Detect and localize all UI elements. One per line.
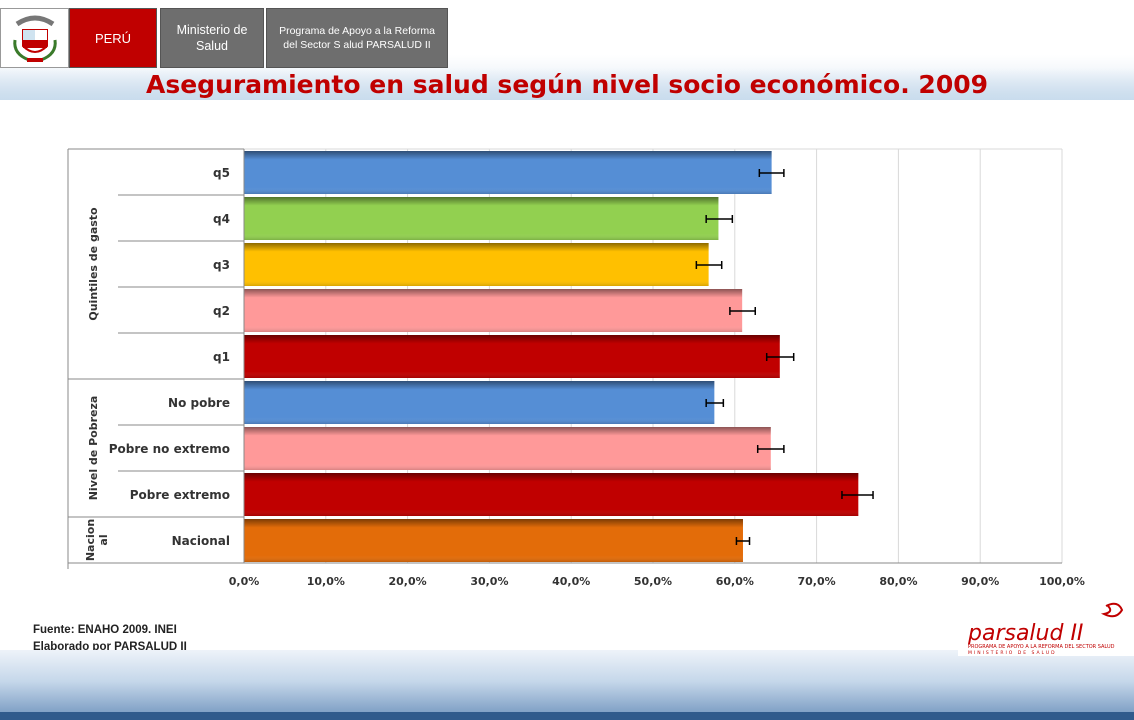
bar-shading (244, 243, 709, 286)
footer-background (0, 650, 1134, 720)
chart-error-bars (695, 169, 874, 545)
group-label: Quintiles de gasto (87, 207, 100, 321)
group-label: Nivel de Pobreza (87, 396, 100, 501)
page-title: Aseguramiento en salud según nivel socio… (145, 70, 989, 99)
footer-line (0, 712, 1134, 720)
group-label: Nacional (84, 519, 110, 561)
peru-label-box: PERÚ (69, 8, 157, 68)
parsalud-logo-text: parsalud II (967, 621, 1083, 646)
header-gradient (0, 68, 1134, 100)
bar-shading (244, 289, 743, 332)
ministry-label: Ministerio de Salud (176, 23, 248, 53)
chart-axes (67, 148, 1062, 569)
country-label: PERÚ (94, 30, 132, 46)
bar-shading (244, 473, 859, 516)
chart-labels: 0,0% 10,0% 20,0% 30,0% 40,0% 50,0% 60,0% 70,0% 8… (84, 166, 1085, 588)
category-label: No pobre (168, 396, 230, 410)
category-label: q3 (213, 258, 230, 272)
x-tick-label: 80,0% (879, 575, 917, 588)
parsalud-tagline: PROGRAMA DE APOYO A LA REFORMA DEL SECTO… (968, 644, 1115, 650)
category-label: Pobre no extremo (109, 442, 230, 456)
bar-shading (244, 519, 743, 562)
category-label: q5 (213, 166, 230, 180)
parsalud-sub: MINISTERIO DE SALUD (968, 650, 1057, 656)
x-tick-label: 90,0% (961, 575, 999, 588)
x-tick-label: 10,0% (307, 575, 345, 588)
chart-bars (244, 151, 859, 562)
x-tick-label: 0,0% (229, 575, 260, 588)
bar-shading (244, 335, 780, 378)
x-tick-label: 50,0% (634, 575, 672, 588)
category-label: q1 (213, 350, 230, 364)
bar-shading (244, 427, 771, 470)
x-tick-label: 100,0% (1039, 575, 1085, 588)
peru-seal-logo (0, 8, 69, 68)
program-label-box: Programa de Apoyo a la Reforma del Secto… (266, 8, 448, 68)
parsalud-logo-mark: parsalud II PROGRAMA DE APOYO A LA REFOR… (967, 602, 1124, 656)
x-tick-label: 30,0% (470, 575, 508, 588)
coat-of-arms-icon (12, 15, 57, 62)
bar-shading (244, 151, 772, 194)
parsalud-logo: parsalud II PROGRAMA DE APOYO A LA REFOR… (958, 600, 1134, 656)
bar-shading (244, 381, 715, 424)
category-label: Nacional (172, 534, 230, 548)
category-label: q2 (213, 304, 230, 318)
source-note: Fuente: ENAHO 2009. INEI (33, 624, 177, 636)
x-tick-label: 20,0% (389, 575, 427, 588)
bar-shading (244, 197, 719, 240)
x-tick-label: 70,0% (798, 575, 836, 588)
x-tick-label: 40,0% (552, 575, 590, 588)
category-label: Pobre extremo (130, 488, 230, 502)
x-tick-label: 60,0% (716, 575, 754, 588)
category-label: q4 (213, 212, 230, 226)
program-label: Programa de Apoyo a la Reforma del Secto… (279, 25, 435, 51)
ministry-label-box: Ministerio de Salud (160, 8, 264, 68)
